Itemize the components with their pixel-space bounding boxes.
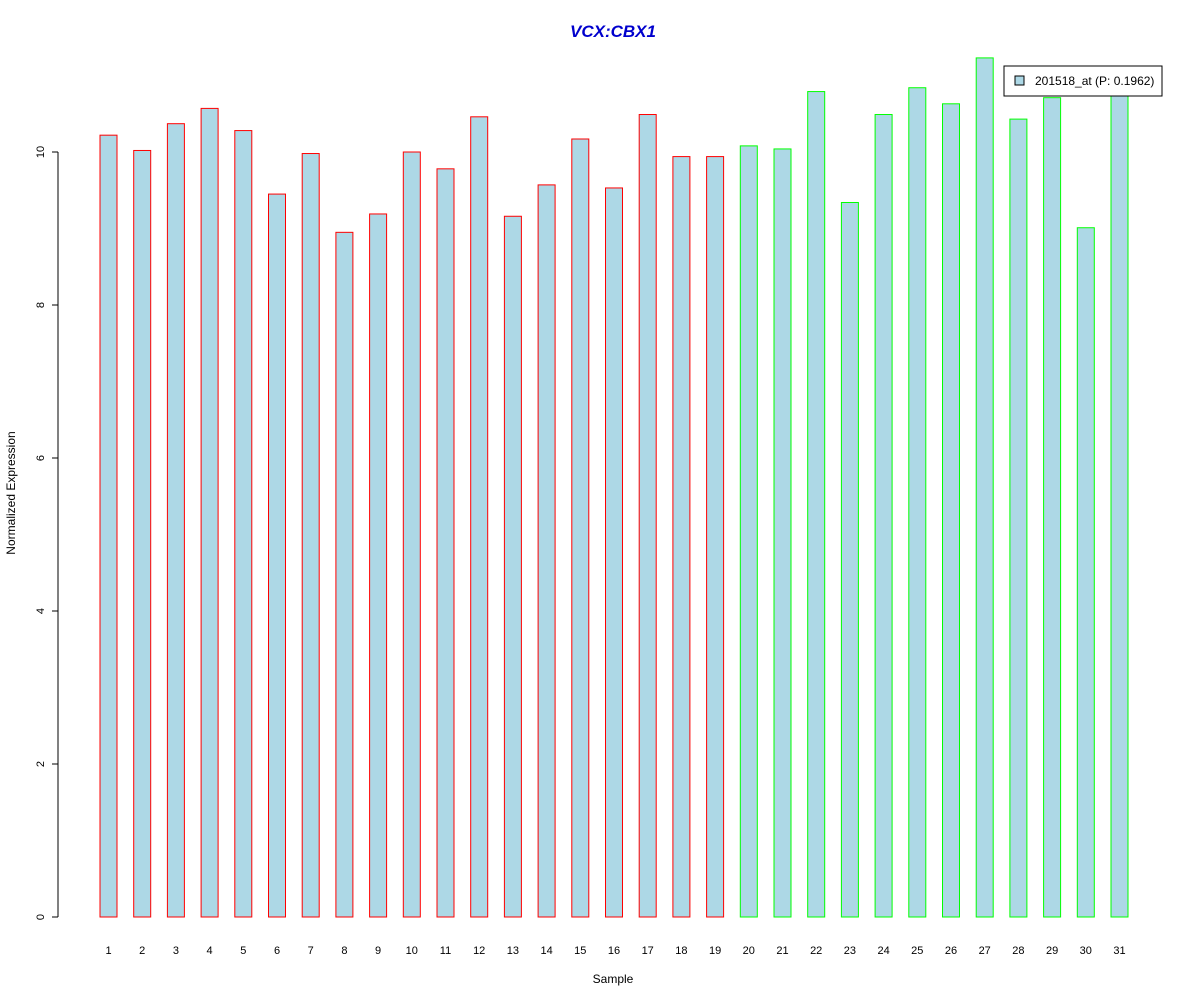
x-tick-label: 24	[877, 945, 889, 957]
y-tick-label: 10	[35, 146, 47, 158]
bar-sample-13	[503, 215, 522, 918]
bar-sample-9	[369, 213, 388, 918]
bar-sample-17	[638, 114, 657, 918]
y-tick-label: 6	[35, 455, 47, 461]
x-tick-label: 23	[844, 945, 856, 957]
x-tick-label: 28	[1012, 945, 1024, 957]
legend: 201518_at (P: 0.1962)	[1003, 65, 1163, 97]
bar-sample-29	[1043, 97, 1062, 918]
bar-sample-21	[773, 148, 792, 918]
bars-group	[99, 57, 1129, 918]
bar-sample-7	[301, 153, 320, 918]
x-tick-label: 1	[105, 945, 111, 957]
x-tick-label: 6	[274, 945, 280, 957]
x-tick-label: 30	[1080, 945, 1092, 957]
x-tick-label: 27	[979, 945, 991, 957]
x-tick-label: 13	[507, 945, 519, 957]
x-tick-label: 11	[440, 945, 451, 957]
x-tick-label: 25	[911, 945, 923, 957]
x-tick-label: 7	[308, 945, 314, 957]
bar-sample-24	[874, 114, 893, 918]
bar-sample-20	[739, 145, 758, 918]
x-tick-label: 4	[207, 945, 213, 957]
x-tick-label: 31	[1113, 945, 1125, 957]
bar-sample-28	[1009, 118, 1028, 918]
bar-sample-22	[807, 91, 826, 918]
bar-sample-11	[436, 168, 455, 918]
x-tick-label: 8	[341, 945, 347, 957]
y-tick-label: 8	[35, 302, 47, 308]
x-tick-label: 16	[608, 945, 620, 957]
bar-sample-26	[942, 103, 960, 918]
x-tick-label: 2	[139, 945, 145, 957]
bar-sample-10	[402, 151, 421, 918]
bar-sample-12	[470, 116, 489, 918]
bar-sample-1	[99, 134, 118, 918]
bar-sample-23	[840, 201, 859, 918]
x-tick-label: 19	[709, 945, 721, 957]
x-tick-label: 12	[473, 945, 485, 957]
x-tick-label: 29	[1046, 945, 1058, 957]
bar-sample-19	[706, 156, 725, 918]
x-tick-label: 9	[375, 945, 381, 957]
x-tick-label: 15	[574, 945, 586, 957]
bar-sample-3	[166, 123, 185, 918]
bar-sample-31	[1110, 92, 1129, 918]
bar-sample-5	[234, 130, 253, 918]
x-tick-label: 17	[642, 945, 654, 957]
y-axis-title: Normalized Expression	[4, 431, 18, 554]
x-tick-label: 22	[810, 945, 822, 957]
bar-sample-30	[1076, 227, 1095, 918]
y-tick-label: 0	[35, 914, 47, 920]
legend-swatch	[1014, 75, 1025, 86]
chart-title: VCX:CBX1	[570, 22, 656, 41]
y-tick-label: 4	[35, 608, 47, 614]
bar-sample-6	[268, 193, 286, 918]
y-axis: 0 2 4 6 8 10	[35, 146, 59, 920]
bar-sample-14	[537, 184, 556, 918]
bar-sample-8	[335, 231, 354, 918]
x-tick-label: 10	[406, 945, 418, 957]
bar-sample-18	[672, 156, 691, 918]
x-tick-label: 21	[776, 945, 788, 957]
legend-box	[1003, 65, 1163, 97]
bar-sample-27	[975, 57, 994, 918]
legend-label: 201518_at (P: 0.1962)	[1035, 74, 1154, 88]
bar-sample-4	[200, 107, 219, 918]
bar-sample-16	[605, 187, 623, 918]
bar-sample-2	[133, 149, 152, 918]
x-tick-label: 18	[675, 945, 687, 957]
x-tick-label: 20	[743, 945, 755, 957]
x-tick-labels: 1 2 3 4 5 6 7 8 9 10 11 12 13 14 15 16 17 18 19 20 21 22 23 24 2…	[105, 945, 1125, 957]
x-tick-label: 5	[240, 945, 246, 957]
bar-sample-25	[908, 87, 927, 918]
x-tick-label: 14	[540, 945, 552, 957]
y-tick-label: 2	[35, 761, 47, 767]
bar-sample-15	[571, 138, 590, 918]
x-tick-label: 3	[173, 945, 179, 957]
x-axis-title: Sample	[593, 972, 634, 986]
x-tick-label: 26	[945, 945, 957, 957]
